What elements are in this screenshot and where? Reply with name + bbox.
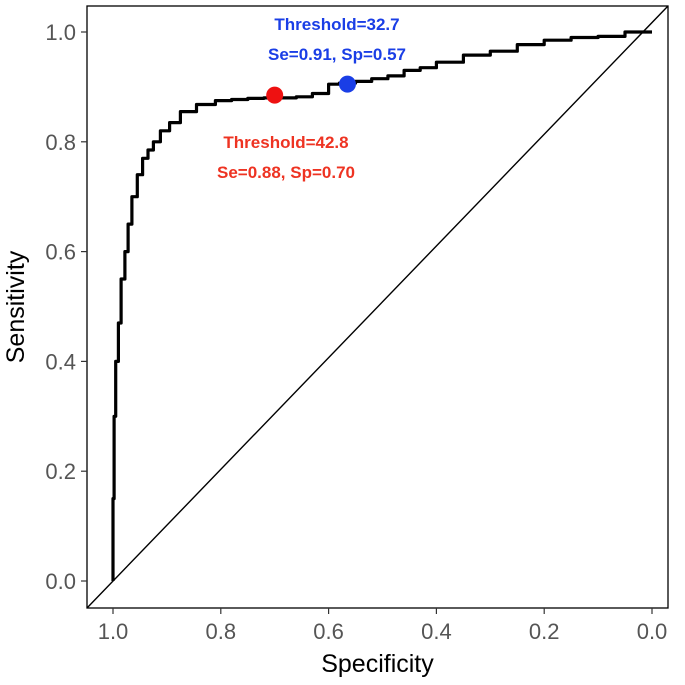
y-tick-label: 0.8: [45, 130, 76, 155]
y-tick-label: 1.0: [45, 20, 76, 45]
roc-curve-series-0: [111, 30, 652, 581]
y-axis-ticks: 0.0 0.2 0.4 0.6 0.8 1.0: [45, 20, 87, 594]
annotation-1-line-0: Threshold=42.8: [223, 133, 348, 152]
annotation-0-line-1: Se=0.91, Sp=0.57: [268, 45, 406, 64]
plot-panel-border: [86, 5, 669, 609]
x-axis-ticks: 1.0 0.8 0.6 0.4 0.2 0.0: [98, 608, 668, 644]
y-axis-title: Sensitivity: [2, 250, 30, 363]
x-tick-label: 1.0: [98, 619, 129, 644]
threshold-point-1: [338, 75, 356, 93]
y-tick-label: 0.6: [45, 240, 76, 265]
y-tick-label: 0.0: [45, 569, 76, 594]
annotation-0-line-0: Threshold=32.7: [274, 15, 399, 34]
x-tick-label: 0.0: [637, 619, 668, 644]
threshold-point-0: [266, 86, 284, 104]
x-axis-title: Specificity: [321, 650, 434, 678]
reference-layer: [86, 5, 669, 609]
points-layer: [266, 75, 356, 104]
series-layer: [111, 30, 652, 581]
y-tick-label: 0.4: [45, 349, 76, 374]
x-tick-label: 0.4: [421, 619, 452, 644]
x-tick-label: 0.6: [313, 619, 344, 644]
x-tick-label: 0.8: [206, 619, 237, 644]
reference-diagonal-line: [86, 5, 669, 609]
annotation-layer: Threshold=32.7 Se=0.91, Sp=0.57 Threshold=…: [217, 15, 406, 182]
annotation-1-line-1: Se=0.88, Sp=0.70: [217, 163, 355, 182]
x-tick-label: 0.2: [529, 619, 560, 644]
y-tick-label: 0.2: [45, 459, 76, 484]
